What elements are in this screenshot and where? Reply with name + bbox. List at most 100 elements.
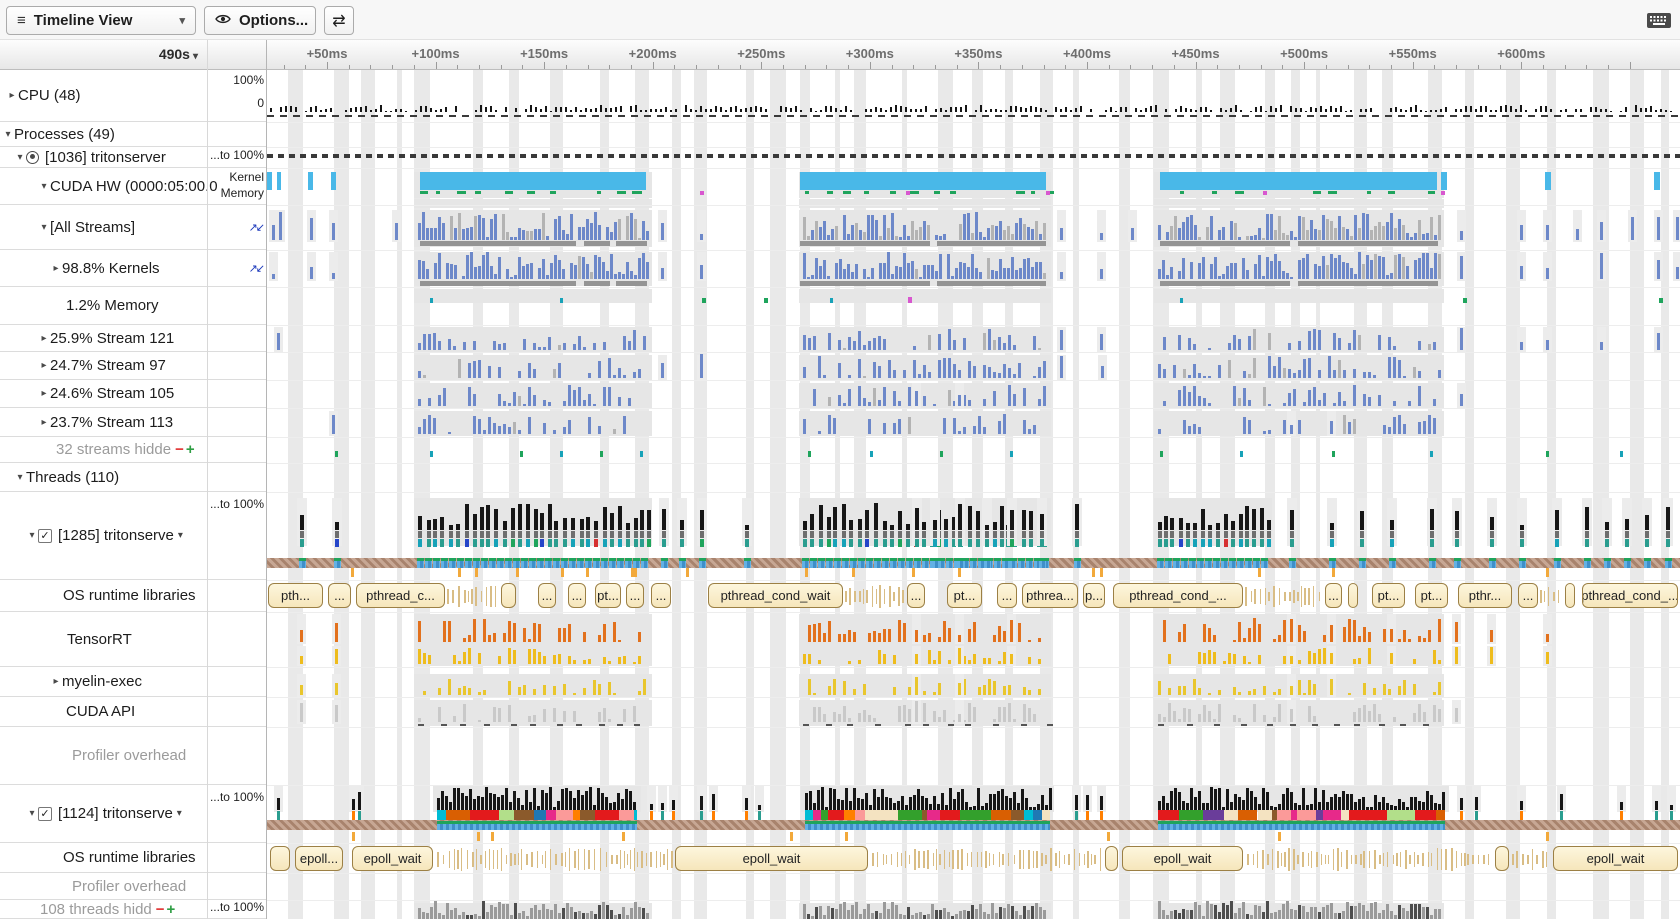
os-runtime-event[interactable]: p...	[1083, 583, 1105, 608]
os-runtime-event[interactable]: pt...	[595, 583, 621, 608]
expand-arrow-icon[interactable]: ▸	[53, 676, 59, 687]
show-rows-button[interactable]: +	[166, 900, 176, 918]
tree-row-24-7-stream-97[interactable]: ▸ 24.7% Stream 97	[0, 352, 267, 380]
tree-row-profiler-overhead[interactable]: Profiler overhead	[0, 873, 267, 900]
expand-arrow-icon[interactable]: ▸	[41, 388, 47, 399]
thread-options-caret[interactable]: ▾	[177, 530, 183, 541]
open-in-chart-icon[interactable]: ↗↙	[248, 262, 266, 275]
cpu-usage-bar	[445, 106, 447, 112]
expand-arrow-icon[interactable]: ▸	[9, 90, 15, 101]
time-ruler[interactable]: 490s ▾ +50ms +100ms +150ms +200ms +250ms +300m…	[0, 40, 1680, 70]
thread-checkbox[interactable]: ✓	[38, 806, 52, 821]
os-runtime-event[interactable]: ...	[1518, 583, 1538, 608]
hist-bar	[1358, 252, 1361, 279]
os-runtime-event[interactable]: pthread_cond_...	[1113, 583, 1243, 608]
os-runtime-event[interactable]: ...	[626, 583, 644, 608]
os-runtime-event[interactable]: pthread_cond_...	[1582, 583, 1678, 608]
collapse-arrow-icon[interactable]: ▾	[41, 180, 47, 192]
ruler-origin-label[interactable]: 490s ▾	[158, 46, 198, 62]
tree-row-24-6-stream-105[interactable]: ▸ 24.6% Stream 105	[0, 380, 267, 408]
os-runtime-event[interactable]: pt...	[1415, 583, 1448, 608]
os-runtime-event[interactable]: pthrea...	[1022, 583, 1078, 608]
swap-rows-button[interactable]: ⇄	[324, 6, 354, 35]
hist-bar	[1363, 394, 1366, 406]
hide-rows-button[interactable]: −	[175, 441, 184, 458]
os-runtime-event[interactable]: pth...	[268, 583, 323, 608]
os-runtime-event[interactable]: pthread_c...	[356, 583, 445, 608]
keyboard-icon[interactable]	[1646, 12, 1672, 34]
pane-divider[interactable]	[266, 40, 267, 919]
expand-arrow-icon[interactable]: ▸	[41, 332, 47, 344]
tree-row-all-streams[interactable]: ▾ [All Streams] ↗↙	[0, 205, 267, 250]
os-runtime-event[interactable]: ...	[328, 583, 351, 608]
os-runtime-event[interactable]: pt...	[1372, 583, 1405, 608]
os-runtime-event[interactable]: epoll_wait	[1122, 846, 1243, 871]
open-in-chart-icon[interactable]: ↗↙	[248, 221, 266, 234]
tree-row-32-streams-hidde[interactable]: 32 streams hidde − +	[0, 437, 267, 463]
timeline-view-dropdown[interactable]: ≡ Timeline View ▾	[6, 6, 196, 35]
os-runtime-event[interactable]: ...	[568, 583, 586, 608]
os-runtime-event[interactable]	[270, 846, 290, 871]
collapse-arrow-icon[interactable]: ▾	[41, 221, 47, 233]
os-runtime-event[interactable]: ...	[907, 583, 925, 608]
collapse-arrow-icon[interactable]: ▾	[5, 128, 11, 140]
tree-row-profiler-overhead[interactable]: Profiler overhead	[0, 727, 267, 785]
tree-row-23-7-stream-113[interactable]: ▸ 23.7% Stream 113	[0, 408, 267, 437]
os-runtime-event[interactable]: epoll...	[295, 846, 343, 871]
os-runtime-event[interactable]: epoll_wait	[1553, 846, 1678, 871]
thread-spike-state	[640, 539, 645, 547]
tree-row-cuda-api[interactable]: CUDA API	[0, 697, 267, 727]
tree-row-1124-tritonserve[interactable]: ▾ ✓ [1124] tritonserve ▾ ...to 100%	[0, 785, 267, 843]
expand-arrow-icon[interactable]: ▸	[41, 360, 47, 371]
tree-row-1285-tritonserve[interactable]: ▾ ✓ [1285] tritonserve ▾ ...to 100%	[0, 492, 267, 580]
thread-options-caret[interactable]: ▾	[176, 808, 182, 819]
thread-spike	[985, 524, 989, 530]
tree-row-os-runtime-libraries[interactable]: OS runtime libraries	[0, 843, 267, 873]
tree-row-1-2-memory[interactable]: 1.2% Memory	[0, 287, 267, 325]
os-runtime-event[interactable]: ...	[1325, 583, 1342, 608]
os-runtime-event[interactable]: pthr...	[1458, 583, 1512, 608]
hist-bar	[1246, 236, 1249, 240]
os-runtime-event[interactable]	[501, 583, 516, 608]
os-runtime-event[interactable]: ...	[538, 583, 556, 608]
os-runtime-event[interactable]: ...	[997, 583, 1017, 608]
timeline-canvas[interactable]: pth...... pthread_c......... pt......... pt…	[267, 70, 1680, 919]
tree-row-processes-49[interactable]: ▾ Processes (49)	[0, 122, 267, 147]
os-runtime-event[interactable]: ...	[651, 583, 671, 608]
tree-row-threads-110[interactable]: ▾ Threads (110)	[0, 463, 267, 492]
expand-arrow-icon[interactable]: ▸	[41, 416, 47, 428]
thread-checkbox[interactable]: ✓	[38, 528, 52, 543]
thread-spike	[1394, 805, 1397, 810]
os-texture-line	[1289, 591, 1291, 602]
hist-bar	[1368, 631, 1371, 642]
os-runtime-event[interactable]: epoll_wait	[352, 846, 433, 871]
os-runtime-event[interactable]: pt...	[947, 583, 982, 608]
collapse-arrow-icon[interactable]: ▾	[17, 151, 23, 163]
collapse-arrow-icon[interactable]: ▾	[17, 471, 23, 483]
expand-arrow-icon[interactable]: ▸	[53, 262, 59, 274]
tree-row-cuda-hw-0000-05-00-0[interactable]: ▾ CUDA HW (0000:05:00.0 Kernel Memory	[0, 168, 267, 205]
hide-rows-button[interactable]: −	[155, 900, 165, 918]
tree-row-cpu-48[interactable]: ▸ CPU (48) 100% 0	[0, 70, 267, 122]
os-runtime-event[interactable]: pthread_cond_wait	[708, 583, 843, 608]
focus-radio-icon[interactable]	[26, 150, 39, 164]
os-runtime-event[interactable]	[1495, 846, 1509, 871]
thread-spike	[1010, 510, 1014, 530]
os-runtime-event[interactable]	[1105, 846, 1118, 871]
tree-row-tensorrt[interactable]: TensorRT	[0, 612, 267, 667]
tree-row-108-threads-hidd[interactable]: 108 threads hidd − + ...to 100%	[0, 900, 267, 919]
tree-row-os-runtime-libraries[interactable]: OS runtime libraries	[0, 580, 267, 612]
tree-row-98-8-kernels[interactable]: ▸ 98.8% Kernels ↗↙	[0, 250, 267, 287]
tree-row-myelin-exec[interactable]: ▸ myelin-exec	[0, 667, 267, 697]
hist-bar	[548, 401, 551, 406]
collapse-arrow-icon[interactable]: ▾	[29, 530, 35, 541]
collapse-arrow-icon[interactable]: ▾	[29, 808, 35, 819]
thread-spike	[1338, 797, 1341, 810]
tree-row-1036-tritonserver[interactable]: ▾ [1036] tritonserver ...to 100%	[0, 147, 267, 168]
tree-row-25-9-stream-121[interactable]: ▸ 25.9% Stream 121	[0, 325, 267, 352]
os-runtime-event[interactable]	[1348, 583, 1358, 608]
options-button[interactable]: Options...	[204, 6, 316, 35]
os-runtime-event[interactable]	[1565, 583, 1575, 608]
show-rows-button[interactable]: +	[185, 441, 195, 458]
os-runtime-event[interactable]: epoll_wait	[675, 846, 868, 871]
